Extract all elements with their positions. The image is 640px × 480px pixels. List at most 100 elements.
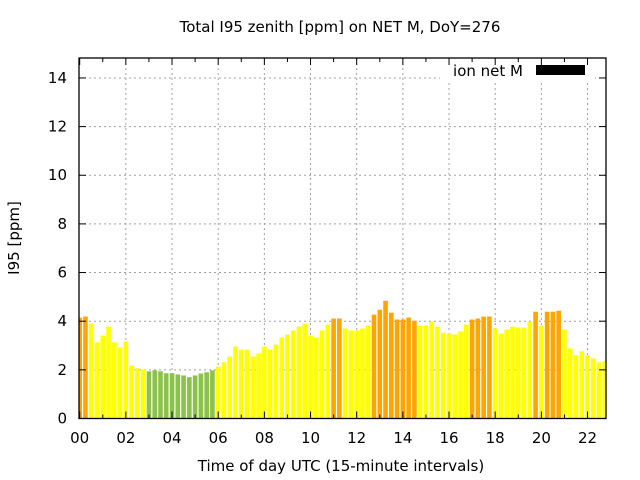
bar: [267, 349, 273, 419]
bar: [556, 310, 561, 419]
bar: [140, 369, 146, 419]
bar: [129, 365, 134, 419]
bar: [192, 375, 198, 419]
bar: [250, 356, 256, 419]
y-tick-label: 6: [57, 264, 67, 282]
x-tick-label: 08: [255, 429, 274, 447]
bar: [256, 353, 261, 419]
bar: [487, 316, 492, 419]
bar: [504, 329, 510, 419]
bar: [238, 349, 244, 419]
bar: [181, 375, 186, 419]
bars: [79, 300, 606, 419]
bar: [383, 300, 388, 419]
bar: [308, 335, 313, 419]
bar: [290, 330, 296, 419]
legend-background: [440, 59, 595, 81]
bar: [169, 373, 175, 419]
y-tick-label: 0: [57, 410, 67, 428]
bar: [244, 349, 250, 419]
bar: [602, 361, 606, 419]
y-tick-label: 4: [57, 312, 67, 330]
bar: [435, 326, 440, 419]
bar: [296, 326, 302, 419]
bar: [117, 347, 123, 419]
bar: [539, 325, 544, 419]
bar: [544, 311, 550, 419]
x-tick-label: 10: [301, 429, 320, 447]
bar: [233, 346, 238, 419]
bar: [348, 330, 354, 419]
bar: [458, 331, 463, 419]
y-tick-label: 12: [48, 118, 67, 136]
bar: [360, 328, 365, 419]
legend-swatch: [536, 65, 585, 75]
bar: [406, 317, 411, 419]
bar: [319, 330, 325, 419]
bar: [279, 337, 284, 419]
bar: [273, 344, 279, 419]
x-tick-label: 12: [347, 429, 366, 447]
x-tick-label: 06: [209, 429, 228, 447]
bar: [221, 362, 227, 419]
bar: [371, 314, 377, 419]
bar: [515, 327, 521, 419]
legend: ion net M: [440, 59, 595, 81]
bar: [533, 311, 538, 419]
plot-frame: [78, 57, 607, 420]
y-tick-label: 10: [48, 166, 67, 184]
x-tick-label: 22: [578, 429, 597, 447]
bar: [227, 356, 233, 419]
x-tick-label: 20: [532, 429, 551, 447]
bar: [452, 334, 458, 419]
y-tick-label: 8: [57, 215, 67, 233]
bar: [79, 317, 83, 419]
bar: [590, 358, 596, 419]
x-tick-label: 16: [439, 429, 458, 447]
bar: [475, 318, 481, 419]
bar: [302, 323, 308, 419]
axis-ticks: [79, 58, 606, 419]
y-tick-label: 14: [48, 69, 67, 87]
bar: [94, 342, 100, 419]
bar: [106, 326, 111, 419]
x-tick-label: 00: [70, 429, 89, 447]
bar: [163, 373, 169, 419]
y-tick-label: 2: [57, 361, 67, 379]
bar: [498, 333, 504, 419]
bar: [469, 319, 475, 419]
bar: [596, 362, 602, 419]
bar: [204, 372, 209, 419]
bar: [377, 309, 383, 419]
bar: [417, 325, 423, 419]
bar: [112, 342, 117, 419]
bar: [198, 373, 204, 419]
bar: [175, 374, 181, 419]
bar: [100, 335, 106, 419]
bar: [464, 324, 469, 419]
bar: [579, 351, 585, 419]
x-tick-label: 18: [486, 429, 505, 447]
bar: [215, 366, 221, 419]
bar: [285, 334, 290, 419]
bar: [492, 328, 498, 419]
x-axis-label: Time of day UTC (15-minute intervals): [197, 457, 484, 475]
bar: [567, 348, 573, 419]
legend-label: ion net M: [453, 62, 523, 80]
bar: [83, 316, 88, 419]
bar: [423, 325, 429, 419]
x-tick-label: 04: [162, 429, 181, 447]
bar: [337, 318, 342, 419]
bar: [400, 319, 406, 419]
bar: [313, 337, 319, 419]
bar: [550, 311, 556, 419]
bar: [562, 329, 567, 419]
bar: [210, 370, 215, 419]
bar: [146, 371, 152, 419]
bar: [446, 333, 452, 419]
grid-lines: [79, 58, 606, 419]
bar: [429, 321, 435, 419]
x-tick-label: 14: [393, 429, 412, 447]
bar: [354, 330, 360, 419]
